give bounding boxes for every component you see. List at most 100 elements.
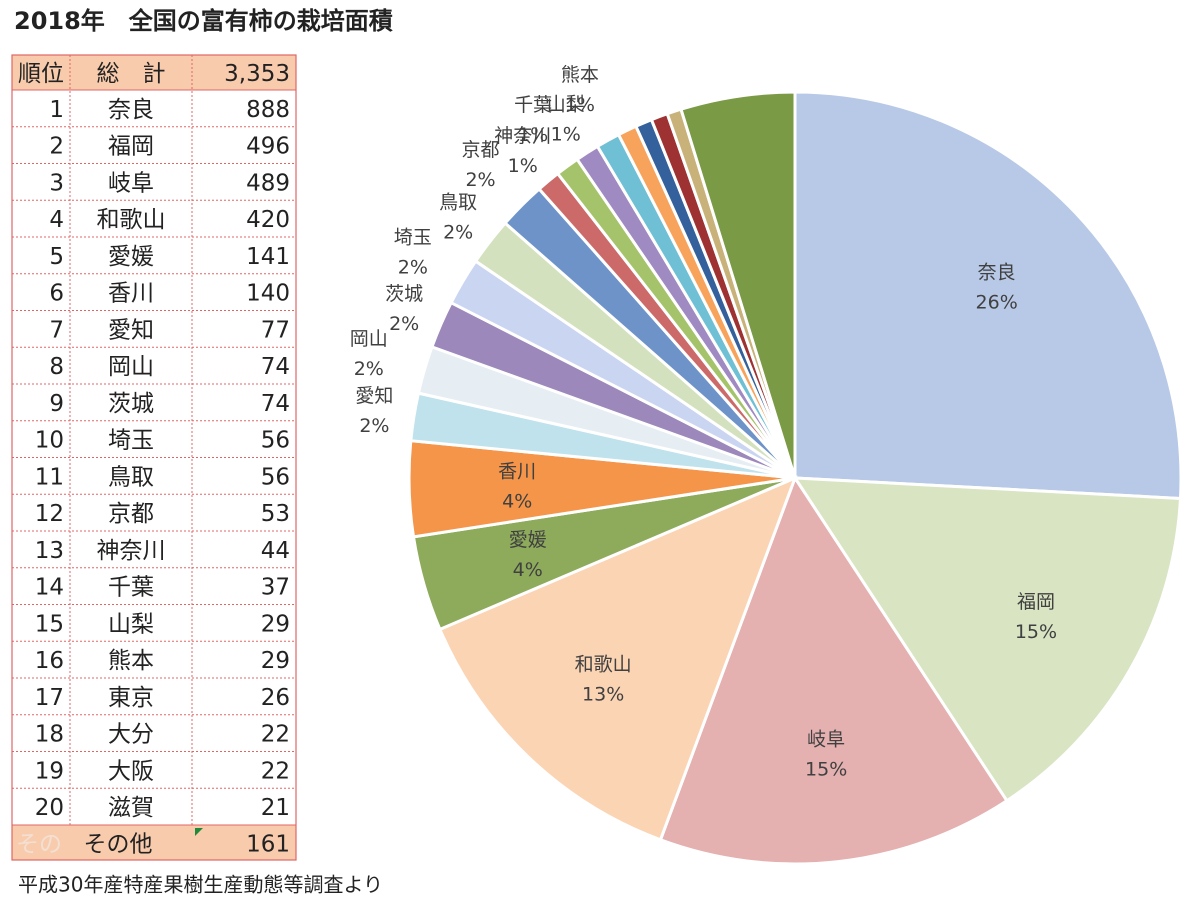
table-cell: 19	[35, 758, 64, 784]
table-cell: 22	[261, 722, 290, 748]
table-cell: 14	[35, 575, 64, 601]
table-cell: 6	[49, 281, 64, 307]
table-cell: 496	[246, 134, 290, 160]
title: 2018年 全国の富有柿の栽培面積	[14, 7, 393, 35]
table-cell: 74	[261, 391, 290, 417]
table-cell: 福岡	[108, 134, 154, 160]
table-cell: 21	[261, 795, 290, 821]
slice-label: 鳥取	[439, 192, 477, 214]
footer-total: 161	[246, 832, 290, 858]
table-cell: 岐阜	[108, 170, 154, 196]
table-cell: 千葉	[108, 575, 154, 601]
slice-percent: 4%	[513, 559, 543, 581]
table-cell: 7	[49, 317, 64, 343]
slice-label: 京都	[462, 139, 500, 161]
table-cell: 香川	[108, 281, 154, 307]
table-cell: 20	[35, 795, 64, 821]
pie-slice	[658, 474, 1009, 866]
slice-label: 熊本	[561, 64, 599, 86]
pie-chart: 奈良26%福岡15%岐阜15%和歌山13%愛媛4%香川4%愛知2%岡山2%茨城2…	[350, 64, 1183, 866]
slice-label: 愛知	[355, 385, 393, 407]
slice-percent: 2%	[389, 313, 419, 335]
table-cell: 愛媛	[108, 244, 154, 270]
footer-label: その他	[84, 832, 153, 858]
slice-percent: 2%	[465, 169, 495, 191]
table-cell: 2	[49, 134, 64, 160]
table-cell: 420	[246, 207, 290, 233]
slice-label: 福岡	[1017, 591, 1055, 613]
table-cell: 489	[246, 170, 290, 196]
table: 順位 総 計 3,353 1 奈良 888 2 福岡 496 3 岐阜 489 4 和歌山 420 5 愛媛 14…	[11, 54, 297, 861]
table-cell: 141	[246, 244, 290, 270]
slice-percent: 1%	[551, 123, 581, 145]
footer-ghost: その	[16, 832, 62, 858]
slice-percent: 15%	[805, 759, 847, 781]
table-cell: 京都	[108, 501, 154, 527]
pie-slice	[679, 90, 797, 479]
table-cell: 17	[35, 685, 64, 711]
table-cell: 10	[35, 428, 64, 454]
header-bg	[12, 55, 296, 90]
slice-percent: 2%	[359, 415, 389, 437]
pie-slice	[792, 476, 1183, 803]
table-cell: 29	[261, 611, 290, 637]
table-cell: 滋賀	[108, 795, 154, 821]
slice-label: 山梨	[547, 93, 585, 115]
table-cell: 熊本	[108, 648, 154, 674]
table-cell: 18	[35, 722, 64, 748]
corner-flag	[195, 828, 203, 836]
table-cell: 22	[261, 758, 290, 784]
slice-percent: 26%	[976, 291, 1018, 313]
table-cell: 9	[49, 391, 64, 417]
table-cell: 鳥取	[108, 464, 154, 490]
table-cell: 11	[35, 464, 64, 490]
table-cell: 茨城	[108, 391, 154, 417]
slice-percent: 1%	[508, 155, 538, 177]
table-cell: 13	[35, 538, 64, 564]
header-cell: 総 計	[97, 61, 166, 87]
table-cell: 16	[35, 648, 64, 674]
table-cell: 奈良	[108, 97, 154, 123]
table-cell: 神奈川	[97, 538, 166, 564]
table-cell: 53	[261, 501, 290, 527]
slice-label: 千葉	[514, 94, 552, 116]
header-cell: 順位	[18, 61, 64, 87]
slice-percent: 2%	[443, 222, 473, 244]
table-cell: 愛知	[108, 317, 154, 343]
table-cell: 44	[261, 538, 290, 564]
table-cell: 12	[35, 501, 64, 527]
table-cell: 56	[261, 464, 290, 490]
pie-slice	[437, 475, 798, 842]
slice-label: 香川	[498, 460, 536, 482]
table-cell: 74	[261, 354, 290, 380]
slice-label: 神奈川	[494, 125, 551, 147]
slice-percent: 1%	[565, 94, 595, 116]
slice-percent: 4%	[502, 490, 532, 512]
table-cell: 大分	[108, 722, 154, 748]
table-cell: 4	[49, 207, 64, 233]
table-cell: 140	[246, 281, 290, 307]
slice-label: 岡山	[350, 328, 388, 350]
table-cell: 大阪	[108, 758, 154, 784]
header-cell: 3,353	[224, 61, 290, 87]
table-cell: 和歌山	[97, 207, 166, 233]
table-cell: 77	[261, 317, 290, 343]
table-cell: 5	[49, 244, 64, 270]
slice-label: 奈良	[978, 261, 1016, 283]
slice-percent: 15%	[1015, 621, 1057, 643]
slice-percent: 13%	[582, 684, 624, 706]
slice-label: 埼玉	[394, 227, 432, 249]
table-cell: 26	[261, 685, 290, 711]
table-cell: 15	[35, 611, 64, 637]
slice-percent: 2%	[398, 257, 428, 279]
table-cell: 山梨	[108, 611, 154, 637]
table-cell: 56	[261, 428, 290, 454]
source-note: 平成30年産特産果樹生産動態等調査より	[18, 873, 383, 897]
table-cell: 1	[49, 97, 64, 123]
table-cell: 8	[49, 354, 64, 380]
table-cell: 東京	[108, 685, 154, 711]
table-cell: 888	[246, 97, 290, 123]
slice-label: 和歌山	[575, 654, 632, 676]
table-cell: 岡山	[108, 354, 154, 380]
